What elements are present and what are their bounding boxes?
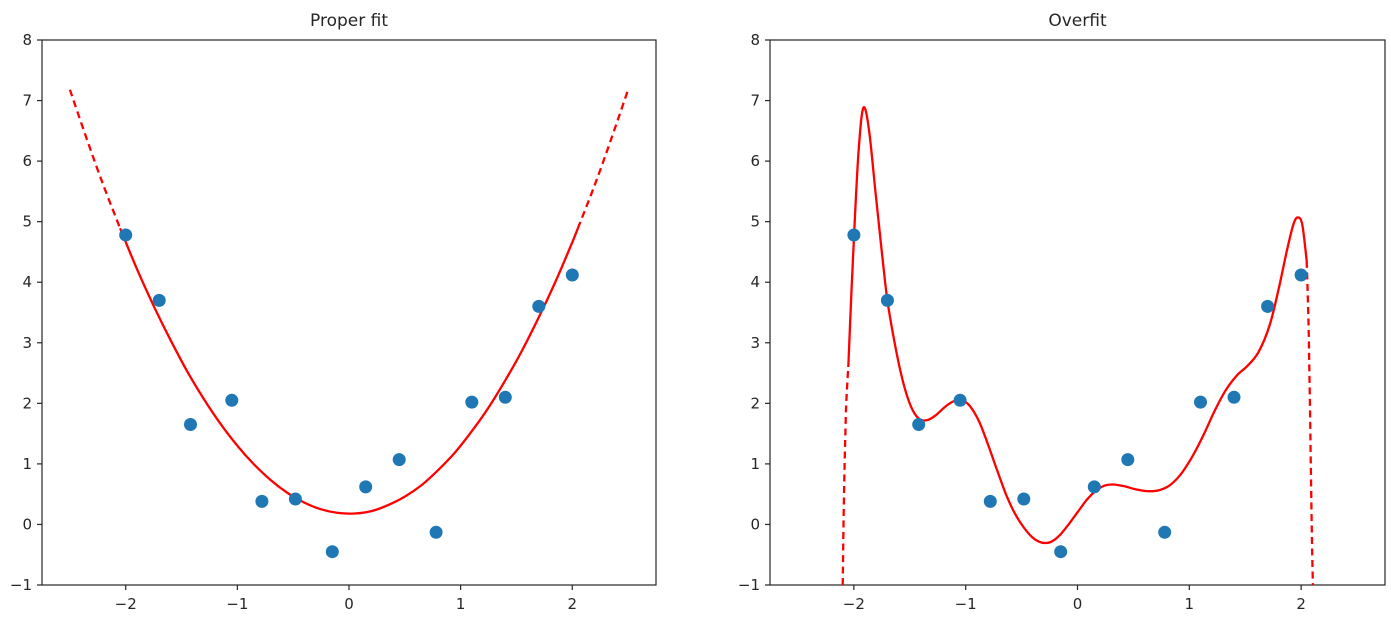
y-tick-label: 1 <box>22 455 32 473</box>
chart-title: Proper fit <box>310 11 388 31</box>
scatter-point <box>912 418 926 431</box>
y-tick-label: 5 <box>750 213 760 231</box>
x-tick-label: 0 <box>344 595 354 613</box>
y-tick-label: 3 <box>22 334 32 352</box>
scatter-point <box>1087 480 1101 494</box>
scatter-point <box>847 228 861 242</box>
y-tick-label: 0 <box>22 515 32 533</box>
x-tick-label: −2 <box>843 595 865 613</box>
subplot-overfit: Overfit −2 −1 0 1 2 −1 0 1 2 3 4 5 6 7 8 <box>696 0 1391 628</box>
scatter-point <box>359 480 373 494</box>
fit-curve-dashed <box>841 366 850 585</box>
y-tick-label: 2 <box>750 394 760 412</box>
proper-fit-chart: Proper fit −2 −1 0 1 2 −1 0 1 2 3 4 5 6 7 8 <box>10 11 657 613</box>
scatter-point <box>465 395 479 409</box>
scatter-point <box>1227 390 1241 404</box>
scatter-point <box>392 453 406 467</box>
fit-curve-solid <box>119 227 579 515</box>
chart-title: Overfit <box>1048 11 1107 31</box>
scatter-point <box>1121 453 1135 467</box>
plot-box <box>41 39 657 586</box>
y-tick-label: −1 <box>10 576 32 594</box>
y-tick-label: 6 <box>750 152 760 170</box>
subplot-proper-fit: Proper fit −2 −1 0 1 2 −1 0 1 2 3 4 5 6 7 8 <box>10 11 657 613</box>
scatter-point <box>1017 492 1031 506</box>
y-tick-label: 4 <box>750 273 760 291</box>
scatter-point <box>288 492 302 506</box>
fit-curve-dashed <box>68 89 122 229</box>
overfit-chart: Overfit −2 −1 0 1 2 −1 0 1 2 3 4 5 6 7 8 <box>738 11 1386 613</box>
fit-curve-dashed <box>1305 260 1315 585</box>
fit-curve-dashed <box>576 89 630 229</box>
scatter-group <box>119 228 579 559</box>
scatter-point <box>429 525 443 539</box>
x-tick-label: −1 <box>226 595 248 613</box>
scatter-point <box>953 393 967 407</box>
scatter-point <box>1054 545 1068 559</box>
scatter-point <box>325 545 339 559</box>
scatter-point <box>532 299 546 313</box>
fit-curve-group <box>841 106 1315 585</box>
fit-curve-group <box>68 89 630 515</box>
y-tick-label: −1 <box>738 576 760 594</box>
y-tick-label: 1 <box>750 455 760 473</box>
scatter-point <box>880 293 894 307</box>
plot-box <box>769 39 1386 586</box>
y-tick-label: 5 <box>22 213 32 231</box>
scatter-point <box>498 390 512 404</box>
x-tick-label: 1 <box>1185 595 1195 613</box>
x-tick-label: 2 <box>567 595 577 613</box>
y-tick-label: 6 <box>22 152 32 170</box>
y-tick-label: 7 <box>22 92 32 110</box>
scatter-point <box>1294 268 1308 282</box>
scatter-point <box>565 268 579 282</box>
x-tick-label: 0 <box>1073 595 1083 613</box>
x-tick-label: 2 <box>1296 595 1306 613</box>
x-tick-label: −1 <box>955 595 977 613</box>
scatter-point <box>1261 299 1275 313</box>
x-tick-label: −2 <box>115 595 137 613</box>
scatter-point <box>1194 395 1207 409</box>
scatter-point <box>983 494 997 508</box>
y-tick-label: 7 <box>750 92 760 110</box>
scatter-group <box>847 228 1308 559</box>
scatter-point <box>225 393 239 407</box>
y-tick-label: 2 <box>22 394 32 412</box>
y-tick-label: 0 <box>750 515 760 533</box>
fit-curve-solid <box>847 106 1308 545</box>
y-tick-label: 8 <box>750 31 760 49</box>
scatter-point <box>255 494 269 508</box>
scatter-point <box>184 418 197 431</box>
scatter-point <box>152 293 166 307</box>
x-tick-label: 1 <box>456 595 466 613</box>
y-tick-label: 8 <box>22 31 32 49</box>
scatter-point <box>119 228 133 242</box>
scatter-point <box>1158 525 1172 539</box>
y-tick-label: 3 <box>750 334 760 352</box>
y-tick-label: 4 <box>22 273 32 291</box>
